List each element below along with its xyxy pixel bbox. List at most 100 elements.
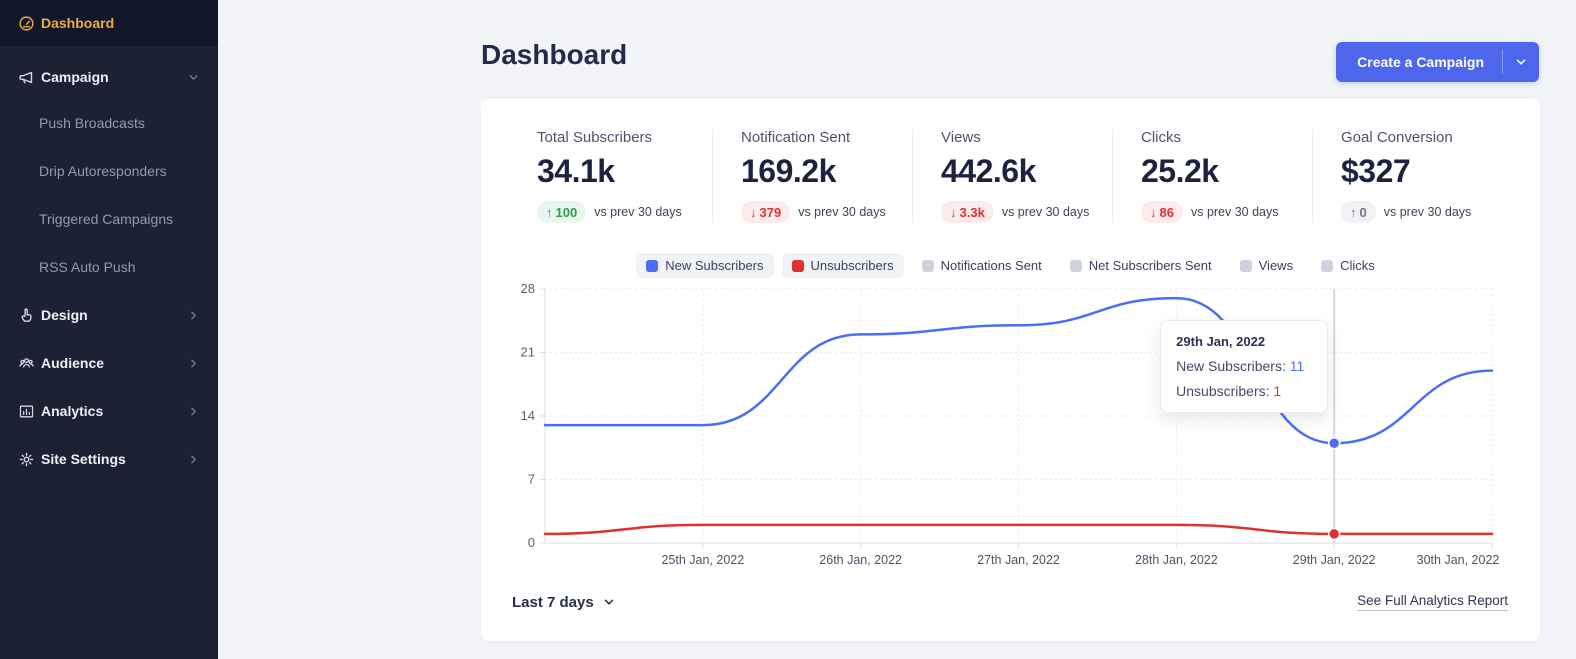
sidebar-item-label: Audience xyxy=(41,355,105,371)
svg-text:27th Jan, 2022: 27th Jan, 2022 xyxy=(977,553,1060,567)
create-campaign-label: Create a Campaign xyxy=(1357,54,1484,70)
chevron-right-icon xyxy=(187,309,200,322)
arrow-icon: ↑ xyxy=(546,204,553,220)
legend-swatch xyxy=(1069,259,1082,272)
arrow-icon: ↓ xyxy=(1150,204,1157,220)
button-divider xyxy=(1502,50,1503,74)
delta-suffix: vs prev 30 days xyxy=(1190,205,1279,219)
svg-text:25th Jan, 2022: 25th Jan, 2022 xyxy=(661,553,744,567)
svg-text:14: 14 xyxy=(521,408,535,423)
tooltip-row: Unsubscribers: 1 xyxy=(1176,383,1282,399)
sidebar-item-label: Analytics xyxy=(41,403,104,419)
arrow-icon: ↓ xyxy=(950,204,957,220)
chevron-down-icon xyxy=(604,599,613,605)
delta-badge: ↓ 86 xyxy=(1141,201,1183,223)
delta-suffix: vs prev 30 days xyxy=(594,205,682,219)
dashboard-card: Total Subscribers 34.1k ↑ 100 vs prev 30 … xyxy=(481,99,1540,641)
legend-item-notifications-sent[interactable]: Notifications Sent xyxy=(912,253,1052,278)
sidebar: Dashboard Campaign Push Broadcasts Drip … xyxy=(0,0,218,659)
date-range-dropdown[interactable]: Last 7 days xyxy=(512,594,616,611)
chart-tooltip: 29th Jan, 2022 New Subscribers: 11 Unsub… xyxy=(1160,320,1329,413)
page-title: Dashboard xyxy=(481,39,628,70)
stat-card: Clicks 25.2k ↓ 86 vs prev 30 days xyxy=(1113,129,1313,223)
sidebar-item-site-settings[interactable]: Site Settings xyxy=(0,435,218,483)
bar-chart-icon xyxy=(18,403,35,420)
svg-text:28: 28 xyxy=(521,281,535,296)
gauge-icon xyxy=(18,15,35,32)
delta-suffix: vs prev 30 days xyxy=(1001,205,1090,219)
svg-text:28th Jan, 2022: 28th Jan, 2022 xyxy=(1135,553,1218,567)
stat-label: Notification Sent xyxy=(741,129,851,146)
legend-swatch xyxy=(921,259,934,272)
svg-text:21: 21 xyxy=(521,345,535,360)
tooltip-row: New Subscribers: 11 xyxy=(1176,358,1305,374)
people-icon xyxy=(18,355,35,372)
gear-icon xyxy=(18,451,35,468)
svg-text:7: 7 xyxy=(528,472,535,487)
legend-swatch xyxy=(791,259,804,272)
chart-legend: New Subscribers Unsubscribers Notificati… xyxy=(481,253,1540,278)
stat-value: 442.6k xyxy=(941,153,1036,189)
chevron-down-icon xyxy=(187,71,200,84)
sidebar-item-analytics[interactable]: Analytics xyxy=(0,387,218,435)
create-campaign-button[interactable]: Create a Campaign xyxy=(1336,42,1539,82)
legend-item-clicks[interactable]: Clicks xyxy=(1311,253,1385,278)
chevron-down-icon xyxy=(1516,59,1526,65)
chevron-right-icon xyxy=(187,453,200,466)
arrow-icon: ↑ xyxy=(1350,204,1357,220)
sidebar-subitem-push-broadcasts[interactable]: Push Broadcasts xyxy=(39,115,145,131)
svg-text:26th Jan, 2022: 26th Jan, 2022 xyxy=(819,553,902,567)
legend-item-new-subscribers[interactable]: New Subscribers xyxy=(636,253,774,278)
sidebar-item-label: Design xyxy=(41,307,88,323)
stat-label: Views xyxy=(941,129,981,146)
stat-label: Total Subscribers xyxy=(537,129,653,146)
stat-label: Goal Conversion xyxy=(1341,129,1453,146)
legend-item-unsubscribers[interactable]: Unsubscribers xyxy=(781,253,904,278)
legend-item-net-subscribers-sent[interactable]: Net Subscribers Sent xyxy=(1060,253,1222,278)
legend-swatch xyxy=(1321,259,1334,272)
sidebar-subitem-triggered-campaigns[interactable]: Triggered Campaigns xyxy=(39,211,174,227)
create-campaign-dropdown-toggle[interactable] xyxy=(1503,42,1539,82)
stat-card: Goal Conversion $327 ↑ 0 vs prev 30 days xyxy=(1313,129,1540,223)
sidebar-subitem-rss-auto-push[interactable]: RSS Auto Push xyxy=(39,259,136,275)
analytics-chart[interactable]: 0 7 14 21 28 25th Jan, 2022 26th Jan, 2022 27th… xyxy=(499,281,1504,573)
sidebar-item-label: Campaign xyxy=(41,69,109,85)
svg-text:0: 0 xyxy=(528,535,535,550)
sidebar-item-design[interactable]: Design xyxy=(0,291,218,339)
chevron-right-icon xyxy=(187,357,200,370)
legend-swatch xyxy=(1239,259,1252,272)
chevron-right-icon xyxy=(187,405,200,418)
line-chart-svg[interactable]: 0 7 14 21 28 25th Jan, 2022 26th Jan, 2022 27th… xyxy=(499,281,1504,573)
delta-badge: ↓ 379 xyxy=(741,201,791,223)
sidebar-item-dashboard[interactable]: Dashboard xyxy=(0,0,218,46)
card-footer: Last 7 days See Full Analytics Report xyxy=(512,593,1508,611)
delta-suffix: vs prev 30 days xyxy=(1383,205,1472,219)
megaphone-icon xyxy=(18,69,35,86)
svg-text:29th Jan, 2022: 29th Jan, 2022 xyxy=(1293,553,1376,567)
tooltip-date: 29th Jan, 2022 xyxy=(1176,334,1266,349)
full-analytics-report-link[interactable]: See Full Analytics Report xyxy=(1357,593,1508,611)
stat-card: Total Subscribers 34.1k ↑ 100 vs prev 30 … xyxy=(481,129,713,223)
delta-badge: ↑ 100 xyxy=(537,201,587,223)
sidebar-item-label: Dashboard xyxy=(41,15,115,31)
sidebar-item-audience[interactable]: Audience xyxy=(0,339,218,387)
sidebar-subitem-drip-autoresponders[interactable]: Drip Autoresponders xyxy=(39,163,167,179)
stat-label: Clicks xyxy=(1141,129,1181,146)
stats-row: Total Subscribers 34.1k ↑ 100 vs prev 30 … xyxy=(481,99,1540,243)
delta-suffix: vs prev 30 days xyxy=(798,205,886,219)
sidebar-item-label: Site Settings xyxy=(41,451,126,467)
arrow-icon: ↓ xyxy=(750,204,757,220)
main-content: Dashboard Create a Campaign Total Subscr… xyxy=(218,0,1576,659)
stat-card: Notification Sent 169.2k ↓ 379 vs prev 30… xyxy=(713,129,913,223)
legend-swatch xyxy=(646,259,659,272)
stat-card: Views 442.6k ↓ 3.3k vs prev 30 days xyxy=(913,129,1113,223)
tap-icon xyxy=(18,307,35,324)
stat-value: 169.2k xyxy=(741,153,836,189)
sidebar-item-campaign[interactable]: Campaign xyxy=(0,55,218,99)
stat-value: 25.2k xyxy=(1141,153,1219,189)
delta-badge: ↑ 0 xyxy=(1341,201,1376,223)
delta-badge: ↓ 3.3k xyxy=(941,201,994,223)
legend-item-views[interactable]: Views xyxy=(1230,253,1303,278)
stat-value: $327 xyxy=(1341,153,1411,189)
stat-value: 34.1k xyxy=(537,153,615,189)
